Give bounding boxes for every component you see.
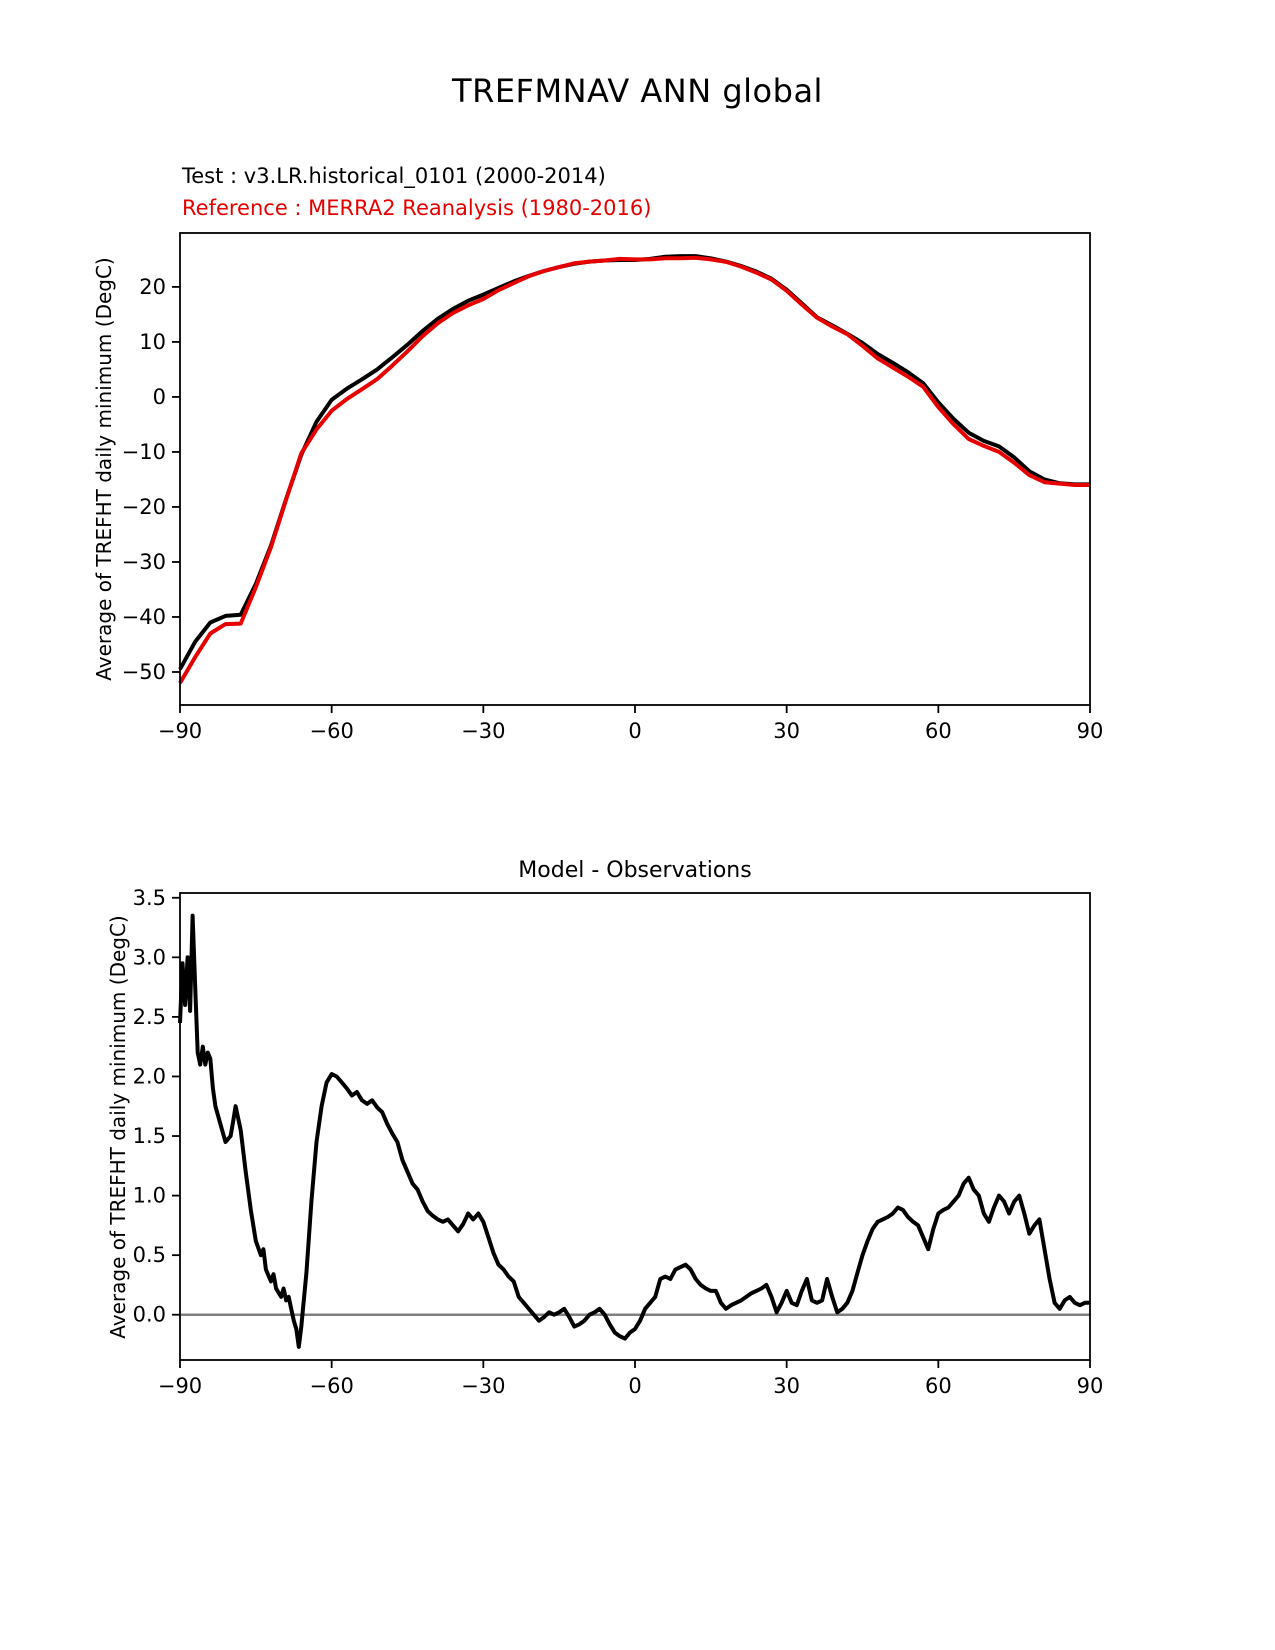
svg-text:−40: −40 [122, 605, 166, 629]
difference-chart: −90 −60 −30 0 30 60 90 3.5 3.0 2.5 2.0 1.5 1.0 0.5 0.0 [133, 886, 1104, 1398]
svg-text:−60: −60 [310, 719, 354, 743]
svg-text:3.5: 3.5 [133, 886, 166, 910]
svg-text:2.0: 2.0 [133, 1064, 166, 1088]
svg-text:1.5: 1.5 [133, 1124, 166, 1148]
svg-text:10: 10 [139, 330, 166, 354]
svg-text:0: 0 [628, 719, 641, 743]
svg-text:−30: −30 [461, 719, 505, 743]
svg-text:−90: −90 [158, 1374, 202, 1398]
svg-text:−30: −30 [461, 1374, 505, 1398]
svg-text:−10: −10 [122, 440, 166, 464]
svg-text:30: 30 [773, 1374, 800, 1398]
svg-text:−90: −90 [158, 719, 202, 743]
svg-text:−20: −20 [122, 495, 166, 519]
svg-text:2.5: 2.5 [133, 1005, 166, 1029]
svg-text:0.0: 0.0 [133, 1303, 166, 1327]
svg-text:3.0: 3.0 [133, 945, 166, 969]
legend-test-label: Test : v3.LR.historical_0101 (2000-2014) [182, 164, 606, 188]
svg-text:60: 60 [925, 719, 952, 743]
figure-title: TREFMNAV ANN global [452, 72, 823, 110]
difference-chart-ylabel: Average of TREFHT daily minimum (DegC) [106, 915, 130, 1339]
top-chart-ylabel: Average of TREFHT daily minimum (DegC) [92, 257, 116, 681]
svg-text:90: 90 [1077, 719, 1104, 743]
legend-reference-label: Reference : MERRA2 Reanalysis (1980-2016… [182, 196, 652, 220]
svg-text:0: 0 [628, 1374, 641, 1398]
svg-text:−60: −60 [310, 1374, 354, 1398]
difference-chart-title: Model - Observations [518, 858, 752, 883]
svg-text:20: 20 [139, 275, 166, 299]
svg-text:90: 90 [1077, 1374, 1104, 1398]
svg-text:0: 0 [153, 385, 166, 409]
svg-text:60: 60 [925, 1374, 952, 1398]
svg-text:30: 30 [773, 719, 800, 743]
temperature-profile-chart: −90 −60 −30 0 30 60 90 20 10 0 −10 −20 −30 −40 −50 [122, 232, 1103, 743]
svg-text:−30: −30 [122, 550, 166, 574]
svg-text:1.0: 1.0 [133, 1184, 166, 1208]
svg-text:0.5: 0.5 [133, 1243, 166, 1267]
svg-text:−50: −50 [122, 660, 166, 684]
